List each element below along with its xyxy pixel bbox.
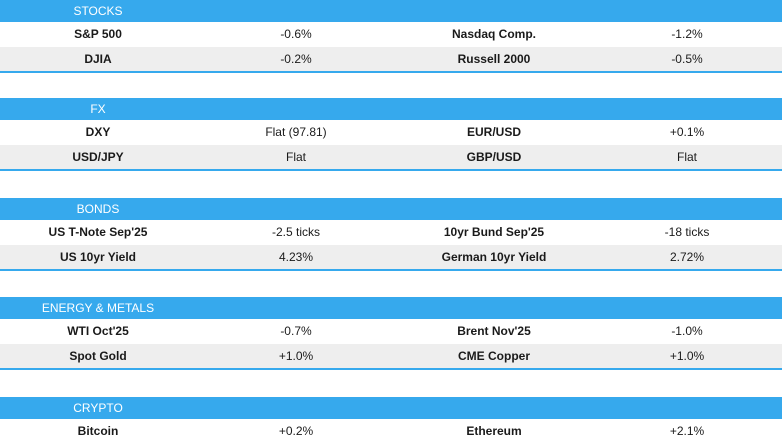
instrument-value: +1.0% — [278, 349, 314, 363]
instrument-name: Bitcoin — [77, 424, 119, 438]
section-title: ENERGY & METALS — [41, 301, 155, 315]
section-header: BONDS — [0, 198, 782, 220]
instrument-name: EUR/USD — [466, 125, 521, 139]
instrument-name: 10yr Bund Sep'25 — [443, 225, 545, 239]
instrument-name: WTI Oct'25 — [67, 324, 129, 338]
instrument-value: -0.2% — [280, 52, 312, 66]
instrument-value: +2.1% — [669, 424, 705, 438]
instrument-name: USD/JPY — [72, 150, 124, 164]
section-stocks: STOCKS S&P 500 -0.6% Nasdaq Comp. -1.2% … — [0, 0, 782, 73]
table-row: WTI Oct'25 -0.7% Brent Nov'25 -1.0% — [0, 319, 782, 344]
instrument-name: Russell 2000 — [457, 52, 531, 66]
instrument-value: -0.5% — [671, 52, 703, 66]
section-header: STOCKS — [0, 0, 782, 22]
instrument-name: Nasdaq Comp. — [451, 27, 536, 41]
instrument-value: Flat — [285, 150, 306, 164]
section-title: CRYPTO — [73, 401, 123, 415]
instrument-name: German 10yr Yield — [441, 250, 547, 264]
instrument-value: -0.6% — [280, 27, 312, 41]
instrument-value: -0.7% — [280, 324, 312, 338]
table-row: DJIA -0.2% Russell 2000 -0.5% — [0, 47, 782, 73]
instrument-name: DJIA — [84, 52, 112, 66]
instrument-value: 4.23% — [278, 250, 314, 264]
instrument-value: +0.2% — [278, 424, 314, 438]
section-fx: FX DXY Flat (97.81) EUR/USD +0.1% USD/JP… — [0, 98, 782, 171]
instrument-value: -2.5 ticks — [271, 225, 320, 239]
section-header: ENERGY & METALS — [0, 297, 782, 319]
table-row: Spot Gold +1.0% CME Copper +1.0% — [0, 344, 782, 370]
instrument-value: Flat (97.81) — [265, 125, 327, 139]
instrument-name: Spot Gold — [69, 349, 127, 363]
instrument-value: 2.72% — [669, 250, 705, 264]
table-row: USD/JPY Flat GBP/USD Flat — [0, 145, 782, 171]
table-row: DXY Flat (97.81) EUR/USD +0.1% — [0, 120, 782, 145]
section-title: STOCKS — [73, 4, 123, 18]
instrument-value: -1.2% — [671, 27, 703, 41]
section-crypto: CRYPTO Bitcoin +0.2% Ethereum +2.1% — [0, 397, 782, 443]
section-title: FX — [90, 102, 106, 116]
instrument-name: S&P 500 — [74, 27, 122, 41]
instrument-name: Ethereum — [466, 424, 522, 438]
instrument-name: US T-Note Sep'25 — [48, 225, 148, 239]
instrument-name: DXY — [85, 125, 111, 139]
section-bonds: BONDS US T-Note Sep'25 -2.5 ticks 10yr B… — [0, 198, 782, 271]
table-row: S&P 500 -0.6% Nasdaq Comp. -1.2% — [0, 22, 782, 47]
instrument-value: -1.0% — [671, 324, 703, 338]
instrument-name: Brent Nov'25 — [457, 324, 531, 338]
instrument-name: US 10yr Yield — [59, 250, 137, 264]
instrument-name: CME Copper — [458, 349, 530, 363]
instrument-value: -18 ticks — [664, 225, 710, 239]
instrument-value: +0.1% — [669, 125, 705, 139]
table-row: US T-Note Sep'25 -2.5 ticks 10yr Bund Se… — [0, 220, 782, 245]
instrument-value: Flat — [676, 150, 697, 164]
instrument-value: +1.0% — [669, 349, 705, 363]
section-header: FX — [0, 98, 782, 120]
instrument-name: GBP/USD — [466, 150, 522, 164]
section-energy-metals: ENERGY & METALS WTI Oct'25 -0.7% Brent N… — [0, 297, 782, 370]
table-row: Bitcoin +0.2% Ethereum +2.1% — [0, 419, 782, 443]
section-header: CRYPTO — [0, 397, 782, 419]
section-title: BONDS — [76, 202, 120, 216]
table-row: US 10yr Yield 4.23% German 10yr Yield 2.… — [0, 245, 782, 271]
